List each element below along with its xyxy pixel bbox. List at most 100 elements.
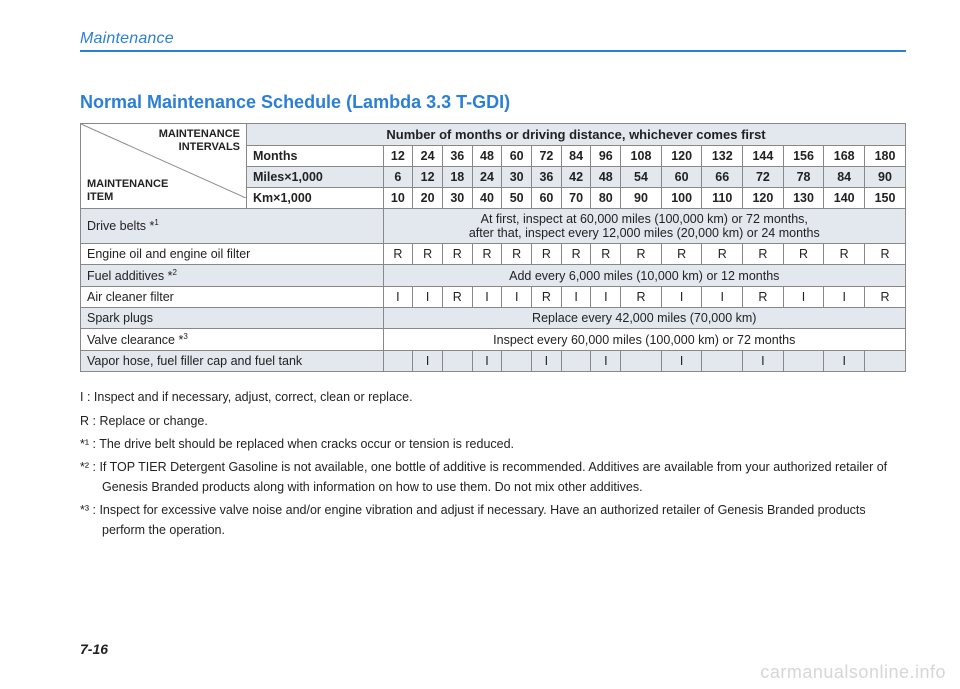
interval-cell: 110: [702, 188, 743, 209]
schedule-cell: R: [532, 244, 562, 265]
interval-cell: 48: [591, 167, 621, 188]
schedule-cell: I: [702, 287, 743, 308]
schedule-cell: I: [472, 351, 502, 372]
intervals-caption: Number of months or driving distance, wh…: [247, 124, 906, 146]
interval-row-label: Months: [247, 146, 384, 167]
interval-cell: 48: [472, 146, 502, 167]
interval-cell: 36: [532, 167, 562, 188]
schedule-cell: R: [621, 287, 662, 308]
interval-cell: 120: [743, 188, 784, 209]
schedule-cell: R: [824, 244, 865, 265]
interval-cell: 18: [442, 167, 472, 188]
maintenance-item: Fuel additives *2: [81, 265, 384, 287]
schedule-cell: I: [383, 287, 413, 308]
interval-cell: 24: [472, 167, 502, 188]
schedule-cell: I: [824, 287, 865, 308]
interval-cell: 90: [865, 167, 906, 188]
schedule-cell: I: [783, 287, 824, 308]
interval-cell: 80: [591, 188, 621, 209]
interval-cell: 60: [502, 146, 532, 167]
schedule-cell: [442, 351, 472, 372]
legend-r: R : Replace or change.: [80, 412, 906, 431]
interval-cell: 12: [413, 167, 443, 188]
schedule-cell: [383, 351, 413, 372]
schedule-cell: R: [472, 244, 502, 265]
interval-cell: 24: [413, 146, 443, 167]
schedule-cell: I: [591, 287, 621, 308]
schedule-cell: R: [702, 244, 743, 265]
page-title: Normal Maintenance Schedule (Lambda 3.3 …: [80, 92, 906, 113]
schedule-cell: R: [661, 244, 702, 265]
interval-cell: 120: [661, 146, 702, 167]
interval-cell: 130: [783, 188, 824, 209]
schedule-cell: I: [502, 287, 532, 308]
maintenance-item: Spark plugs: [81, 308, 384, 329]
interval-cell: 40: [472, 188, 502, 209]
merged-note: Inspect every 60,000 miles (100,000 km) …: [383, 329, 905, 351]
interval-cell: 12: [383, 146, 413, 167]
maintenance-item: Engine oil and engine oil filter: [81, 244, 384, 265]
interval-cell: 78: [783, 167, 824, 188]
schedule-cell: I: [561, 287, 591, 308]
merged-note: At first, inspect at 60,000 miles (100,0…: [383, 209, 905, 244]
interval-cell: 150: [865, 188, 906, 209]
interval-row-label: Miles×1,000: [247, 167, 384, 188]
interval-cell: 180: [865, 146, 906, 167]
interval-cell: 72: [532, 146, 562, 167]
schedule-cell: I: [413, 351, 443, 372]
schedule-cell: R: [783, 244, 824, 265]
interval-cell: 108: [621, 146, 662, 167]
legend-block: I : Inspect and if necessary, adjust, co…: [80, 388, 906, 540]
schedule-cell: R: [502, 244, 532, 265]
merged-note: Add every 6,000 miles (10,000 km) or 12 …: [383, 265, 905, 287]
schedule-cell: R: [383, 244, 413, 265]
interval-cell: 30: [442, 188, 472, 209]
interval-cell: 36: [442, 146, 472, 167]
footnote-2: *² : If TOP TIER Detergent Gasoline is n…: [80, 458, 906, 497]
interval-cell: 66: [702, 167, 743, 188]
interval-cell: 54: [621, 167, 662, 188]
maintenance-item: Air cleaner filter: [81, 287, 384, 308]
interval-cell: 140: [824, 188, 865, 209]
interval-cell: 6: [383, 167, 413, 188]
interval-cell: 132: [702, 146, 743, 167]
schedule-cell: R: [561, 244, 591, 265]
maintenance-item: Vapor hose, fuel filler cap and fuel tan…: [81, 351, 384, 372]
interval-cell: 60: [661, 167, 702, 188]
footnote-1: *¹ : The drive belt should be replaced w…: [80, 435, 906, 454]
watermark: carmanualsonline.info: [760, 662, 946, 683]
interval-cell: 70: [561, 188, 591, 209]
diagonal-header: MAINTENANCEINTERVALS MAINTENANCEITEM: [81, 124, 247, 209]
legend-i: I : Inspect and if necessary, adjust, co…: [80, 388, 906, 407]
schedule-cell: I: [591, 351, 621, 372]
schedule-cell: I: [532, 351, 562, 372]
schedule-cell: R: [865, 287, 906, 308]
interval-cell: 50: [502, 188, 532, 209]
maintenance-table: MAINTENANCEINTERVALS MAINTENANCEITEM Numbe…: [80, 123, 906, 372]
schedule-cell: R: [743, 287, 784, 308]
section-header: Maintenance: [80, 30, 906, 48]
interval-cell: 90: [621, 188, 662, 209]
footnote-3: *³ : Inspect for excessive valve noise a…: [80, 501, 906, 540]
schedule-cell: R: [865, 244, 906, 265]
merged-note: Replace every 42,000 miles (70,000 km): [383, 308, 905, 329]
interval-cell: 42: [561, 167, 591, 188]
schedule-cell: I: [472, 287, 502, 308]
maintenance-item: Valve clearance *3: [81, 329, 384, 351]
schedule-cell: [561, 351, 591, 372]
schedule-cell: R: [532, 287, 562, 308]
interval-cell: 144: [743, 146, 784, 167]
interval-cell: 96: [591, 146, 621, 167]
schedule-cell: R: [621, 244, 662, 265]
schedule-cell: [502, 351, 532, 372]
schedule-cell: I: [824, 351, 865, 372]
header-rule: [80, 50, 906, 52]
schedule-cell: R: [591, 244, 621, 265]
schedule-cell: [865, 351, 906, 372]
interval-cell: 84: [824, 167, 865, 188]
schedule-cell: R: [442, 244, 472, 265]
diag-bot: MAINTENANCEITEM: [87, 178, 168, 204]
schedule-cell: I: [413, 287, 443, 308]
schedule-cell: [783, 351, 824, 372]
diag-top: MAINTENANCEINTERVALS: [159, 128, 240, 154]
